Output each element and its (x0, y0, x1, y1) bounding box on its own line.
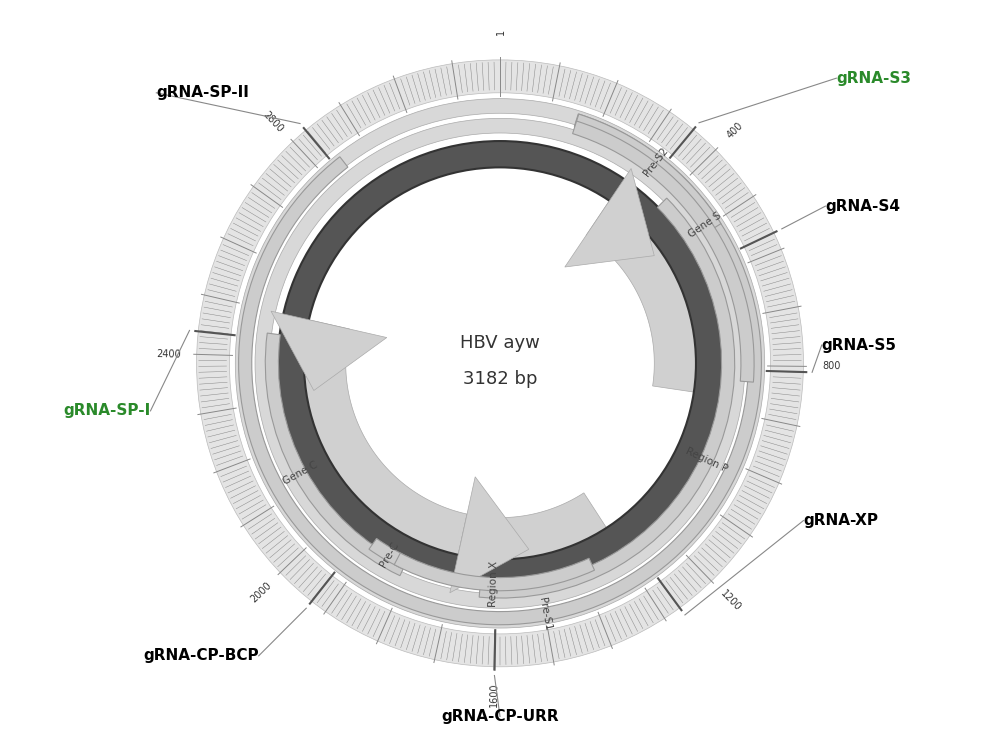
Text: 1: 1 (496, 29, 506, 35)
Polygon shape (303, 319, 467, 556)
Wedge shape (239, 114, 761, 625)
Text: Region P: Region P (684, 446, 729, 474)
Wedge shape (255, 118, 745, 608)
Wedge shape (369, 539, 409, 569)
Text: gRNA-S3: gRNA-S3 (836, 70, 911, 86)
Polygon shape (586, 200, 697, 392)
Polygon shape (271, 311, 387, 390)
Text: 2800: 2800 (261, 109, 285, 134)
Text: gRNA-S5: gRNA-S5 (822, 338, 897, 352)
Wedge shape (235, 98, 765, 628)
Text: Region X: Region X (488, 561, 500, 607)
Text: Pre-C: Pre-C (378, 539, 400, 569)
Wedge shape (265, 333, 406, 575)
Text: 3182 bp: 3182 bp (463, 371, 537, 388)
Text: Pre-S1: Pre-S1 (537, 597, 553, 631)
Text: gRNA-SP-I: gRNA-SP-I (63, 404, 150, 418)
Text: 1600: 1600 (489, 682, 499, 707)
Polygon shape (450, 477, 529, 593)
Wedge shape (575, 114, 721, 230)
Text: gRNA-SP-II: gRNA-SP-II (156, 85, 249, 101)
Text: gRNA-CP-URR: gRNA-CP-URR (441, 709, 559, 724)
Text: HBV ayw: HBV ayw (460, 334, 540, 352)
Polygon shape (565, 169, 654, 267)
Text: 2000: 2000 (248, 580, 273, 604)
Wedge shape (479, 198, 735, 598)
Text: gRNA-CP-BCP: gRNA-CP-BCP (143, 648, 259, 664)
Text: 2400: 2400 (156, 349, 181, 360)
Wedge shape (278, 141, 722, 586)
Wedge shape (197, 60, 803, 666)
Text: Pre-S2: Pre-S2 (641, 145, 670, 178)
Wedge shape (394, 553, 594, 591)
Text: 800: 800 (822, 361, 840, 371)
Text: 1200: 1200 (719, 589, 743, 613)
Text: Gene S: Gene S (687, 210, 723, 239)
Text: 400: 400 (725, 120, 745, 140)
Text: gRNA-S4: gRNA-S4 (825, 199, 900, 214)
Polygon shape (458, 493, 607, 560)
Text: gRNA-XP: gRNA-XP (803, 513, 878, 528)
Wedge shape (573, 121, 754, 382)
Text: Gene C: Gene C (281, 459, 319, 487)
